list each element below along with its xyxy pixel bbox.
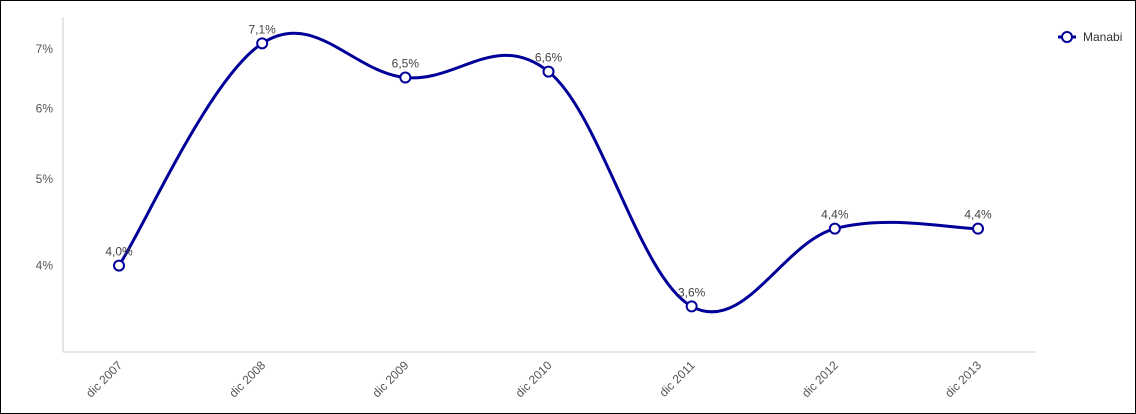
data-label: 3,6% xyxy=(678,285,706,299)
data-point xyxy=(828,222,841,235)
legend-label: Manabi xyxy=(1083,30,1122,44)
legend: Manabi xyxy=(1058,30,1122,44)
x-tick-label: dic 2010 xyxy=(513,358,555,400)
data-labels: 4,0% 7,1% 6,5% 6,6% 3,6% 4,4% 4,4% xyxy=(105,22,992,299)
data-point xyxy=(256,37,269,50)
legend-marker xyxy=(1061,31,1073,43)
series-layer xyxy=(113,31,984,314)
x-tick-label: dic 2012 xyxy=(799,358,841,400)
data-label: 7,1% xyxy=(248,22,276,36)
axes: 4% 5% 6% 7% dic 2007 dic 2008 dic 2009 dic 2010… xyxy=(36,17,1036,400)
x-tick-label: dic 2007 xyxy=(83,358,125,400)
y-tick-label: 7% xyxy=(36,42,54,56)
data-label: 4,4% xyxy=(821,208,849,222)
x-tick-label: dic 2011 xyxy=(656,358,698,400)
data-point xyxy=(399,71,412,84)
y-tick-label: 6% xyxy=(36,102,54,116)
data-point xyxy=(542,65,555,78)
x-tick-label: dic 2008 xyxy=(226,358,268,400)
data-label: 4,0% xyxy=(105,245,133,259)
y-tick-label: 4% xyxy=(36,259,54,273)
data-point xyxy=(113,259,125,272)
data-label: 4,4% xyxy=(964,208,992,222)
x-tick-label: dic 2013 xyxy=(942,358,984,400)
data-point xyxy=(972,222,984,235)
data-label: 6,5% xyxy=(392,57,420,71)
x-tick-label: dic 2009 xyxy=(369,358,411,400)
y-tick-label: 5% xyxy=(36,172,54,186)
data-point xyxy=(685,300,698,313)
data-label: 6,6% xyxy=(535,51,563,65)
